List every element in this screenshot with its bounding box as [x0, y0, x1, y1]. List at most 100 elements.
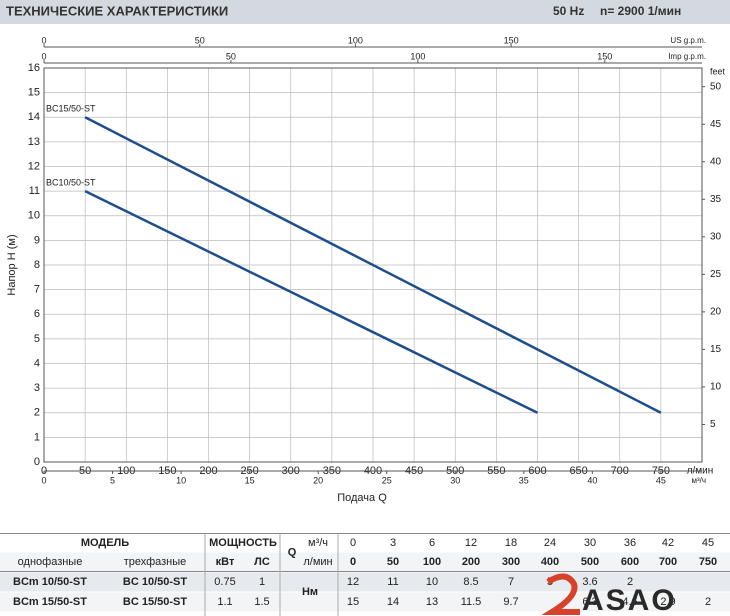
top-tick-label: 50 — [226, 51, 236, 61]
table-cell: 15 — [347, 596, 359, 608]
table-cell: кВт — [216, 556, 235, 568]
y-tick-label: 4 — [34, 357, 40, 369]
table-cell: 42 — [662, 537, 674, 549]
right-tick-label: 25 — [710, 269, 722, 280]
table-cell: 12 — [347, 576, 359, 588]
row-bg — [0, 552, 730, 572]
y-tick-label: 8 — [34, 259, 40, 271]
table-cell: Hм — [302, 586, 318, 598]
x-axis-title: Подача Q — [337, 492, 387, 504]
right-tick-label: 35 — [710, 194, 722, 205]
table-cell: 0 — [350, 556, 356, 568]
table-cell: 2 — [627, 576, 633, 588]
table-cell: 8.5 — [463, 576, 478, 588]
spec-table: МОДЕЛЬ МОЩНОСТЬ Qм³/ч однофазные трехфазные к… — [0, 533, 730, 616]
right-tick-label: 50 — [710, 81, 722, 92]
table-cell: 11 — [387, 576, 398, 588]
y-axis-title: Напор H (м) — [6, 234, 18, 295]
y-tick-label: 10 — [28, 210, 40, 222]
curve-label: BC10/50-ST — [46, 178, 96, 188]
table-cell: 3 — [390, 537, 396, 549]
top-tick-label: 50 — [195, 35, 205, 45]
y-tick-label: 0 — [34, 456, 40, 468]
header-title: ТЕХНИЧЕСКИЕ ХАРАКТЕРИСТИКИ — [6, 3, 228, 18]
plot-frame — [43, 67, 703, 463]
table-cell: 12 — [465, 537, 477, 549]
bottom-tick-label: 45 — [656, 475, 666, 485]
table-cell: 18 — [505, 537, 517, 549]
bottom-tick-label: 30 — [450, 475, 460, 485]
top-tick-label: 0 — [41, 51, 46, 61]
pump-curve — [84, 190, 539, 414]
bottom-tick-label: 15 — [245, 475, 255, 485]
table-cell: BC 10/50-ST — [123, 576, 187, 588]
row-bg — [0, 592, 730, 612]
table-cell: 24 — [544, 537, 556, 549]
table-cell: 9.7 — [503, 596, 518, 608]
table-cell: 400 — [541, 556, 559, 568]
y-tick-label: 1 — [34, 431, 40, 443]
right-tick-label: 45 — [710, 119, 722, 130]
pump-curve — [84, 116, 662, 414]
y-tick-label: 12 — [28, 160, 40, 172]
right-tick-label: 40 — [710, 156, 722, 167]
curve-label: BC15/50-ST — [46, 104, 96, 114]
table-cell: 14 — [387, 596, 399, 608]
table-cell: 36 — [624, 537, 636, 549]
table-cell: 1 — [259, 576, 265, 588]
table-cell: 1.5 — [254, 596, 269, 608]
y-tick-label: 2 — [34, 407, 40, 419]
y-tick-label: 3 — [34, 382, 40, 394]
table-cell: 3.6 — [582, 576, 597, 588]
y-tick-label: 15 — [28, 87, 40, 99]
logo-mark — [541, 573, 580, 615]
top-axis-unit: US g.p.m. — [670, 36, 706, 45]
header-bar — [0, 0, 730, 24]
right-axis-unit: feet — [710, 66, 726, 76]
right-tick-label: 30 — [710, 231, 722, 242]
table-cell: ЛС — [254, 556, 270, 568]
bottom-tick-label: 10 — [176, 475, 186, 485]
right-tick-label: 20 — [710, 307, 722, 318]
bottom-tick-label: 35 — [519, 475, 529, 485]
table-cell: BCm 15/50-ST — [13, 596, 87, 608]
y-tick-label: 6 — [34, 308, 40, 320]
table-cell: 50 — [387, 556, 399, 568]
table-cell: 200 — [462, 556, 480, 568]
logo-text: ASAO — [582, 584, 677, 616]
table-cell: 13 — [426, 596, 438, 608]
table-cell: BC 15/50-ST — [123, 596, 187, 608]
table-cell: 4.6 — [622, 596, 637, 608]
table-cell: 7 — [508, 576, 514, 588]
top-tick-label: 0 — [41, 35, 46, 45]
y-tick-label: 7 — [34, 284, 40, 296]
y-tick-label: 16 — [28, 62, 40, 74]
top-tick-label: 100 — [410, 51, 425, 61]
y-tick-label: 11 — [29, 185, 40, 197]
y-tick-label: 13 — [28, 136, 40, 148]
table-cell: 300 — [502, 556, 520, 568]
y-tick-label: 14 — [28, 111, 40, 123]
top-tick-label: 150 — [597, 51, 612, 61]
table-cell: 6 — [429, 537, 435, 549]
table-cell: 6.3 — [582, 596, 597, 608]
bottom-tick-label: 5 — [110, 475, 115, 485]
top-tick-label: 100 — [348, 35, 363, 45]
table-cell: л/мин — [303, 556, 332, 568]
top-tick-label: 150 — [504, 35, 519, 45]
table-cell: м³/ч — [308, 537, 328, 549]
table-cell: 45 — [702, 537, 714, 549]
table-cell: 2.9 — [660, 596, 675, 608]
table-cell: 0.75 — [214, 576, 235, 588]
frequency: 50 Hz — [553, 4, 584, 18]
table-cell: МОДЕЛЬ — [81, 537, 129, 549]
table-cell: 0 — [350, 537, 356, 549]
table-cell: 500 — [581, 556, 599, 568]
y-tick-label: 5 — [34, 333, 40, 345]
table-cell: 700 — [659, 556, 677, 568]
table-cell: однофазные — [18, 556, 83, 568]
table-cell: 10 — [426, 576, 438, 588]
right-tick-label: 10 — [710, 382, 722, 393]
y-tick-label: 9 — [34, 234, 40, 246]
